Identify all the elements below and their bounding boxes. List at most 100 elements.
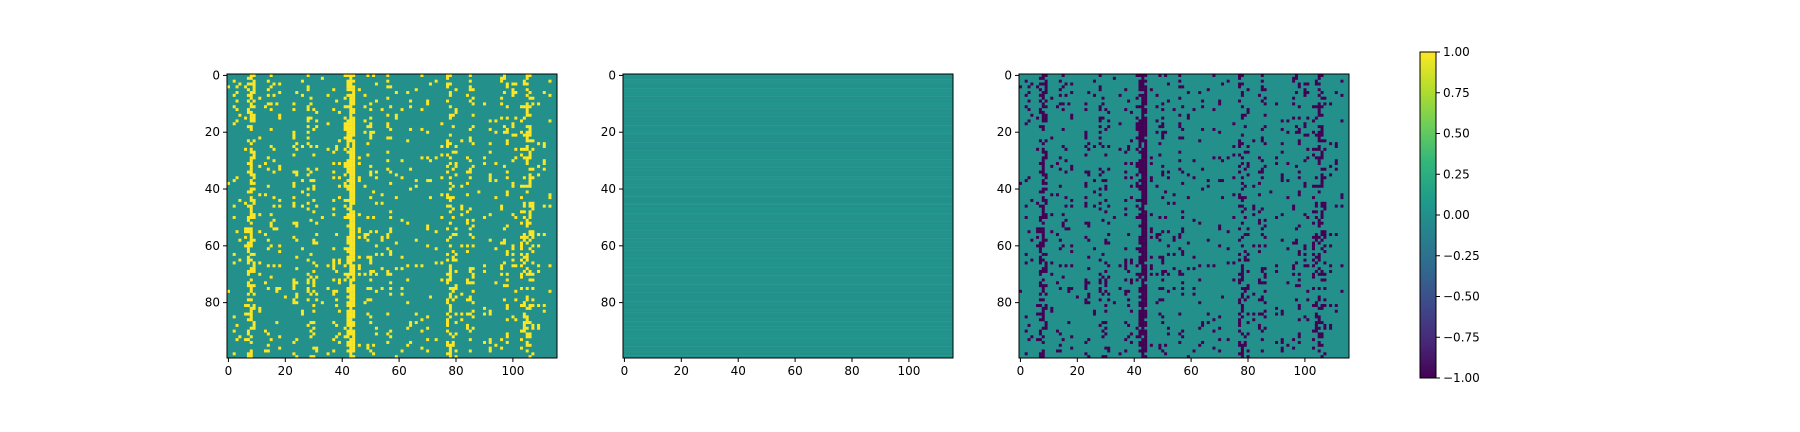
heatmap-cell — [349, 76, 353, 80]
heatmap-cell — [446, 301, 450, 305]
heatmap-cell — [1058, 88, 1062, 92]
heatmap-cell — [1303, 82, 1307, 86]
heatmap-cell — [471, 218, 475, 222]
heatmap-cell — [312, 127, 316, 131]
heatmap-cell — [1127, 289, 1131, 293]
heatmap-cell — [1135, 116, 1139, 120]
heatmap-cell — [349, 326, 353, 330]
heatmap-cell — [349, 352, 353, 356]
heatmap-cell — [326, 147, 330, 151]
heatmap-cell — [1323, 96, 1327, 100]
heatmap-cell — [309, 252, 313, 256]
heatmap-cell — [1127, 304, 1131, 308]
heatmap-cell — [1317, 190, 1321, 194]
heatmap-cell — [249, 278, 253, 282]
heatmap-cell — [1144, 238, 1148, 242]
heatmap-cell — [309, 170, 313, 174]
heatmap-cell — [1141, 173, 1145, 177]
heatmap-cell — [1044, 79, 1048, 83]
heatmap-cell — [1238, 298, 1242, 302]
heatmap-cell — [349, 252, 353, 256]
heatmap-cell — [1172, 108, 1176, 112]
heatmap-cell — [1178, 235, 1182, 239]
heatmap-cell — [1144, 198, 1148, 202]
heatmap-cell — [1314, 116, 1318, 120]
heatmap-cell — [1144, 91, 1148, 95]
heatmap-cell — [1240, 196, 1244, 200]
heatmap-cell — [446, 343, 450, 347]
heatmap-cell — [1118, 264, 1122, 268]
y-tick-label: 20 — [601, 125, 616, 139]
heatmap-cell — [1107, 125, 1111, 129]
heatmap-row — [623, 181, 953, 185]
heatmap-cell — [1144, 264, 1148, 268]
heatmap-cell — [1320, 355, 1324, 359]
heatmap-cell — [1044, 88, 1048, 92]
heatmap-cell — [520, 346, 524, 350]
heatmap-cell — [471, 326, 475, 330]
heatmap-cell — [1192, 176, 1196, 180]
heatmap-cell — [349, 355, 353, 359]
heatmap-cell — [1041, 110, 1045, 114]
heatmap-cell — [502, 241, 506, 245]
heatmap-cell — [454, 227, 458, 231]
heatmap-cell — [1238, 82, 1242, 86]
heatmap-cell — [1041, 159, 1045, 163]
heatmap-cell — [249, 96, 253, 100]
heatmap-cell — [249, 227, 253, 231]
heatmap-cell — [1041, 198, 1045, 202]
heatmap-cell — [1172, 238, 1176, 242]
heatmap-cell — [1041, 221, 1045, 225]
heatmap-cell — [315, 145, 319, 148]
heatmap-cell — [386, 167, 390, 171]
heatmap-cell — [1141, 79, 1145, 83]
heatmap-cell — [1317, 224, 1321, 228]
heatmap-cell — [454, 252, 458, 256]
heatmap-row — [623, 113, 953, 117]
heatmap-row — [623, 110, 953, 114]
heatmap-cell — [266, 349, 270, 353]
heatmap-cell — [525, 156, 529, 160]
heatmap-cell — [235, 91, 239, 95]
heatmap-cell — [1129, 196, 1133, 200]
heatmap-cell — [1263, 244, 1267, 248]
heatmap-cell — [249, 210, 253, 214]
heatmap-cell — [349, 133, 353, 137]
heatmap-cell — [1058, 332, 1062, 336]
heatmap-cell — [352, 269, 356, 273]
heatmap-cell — [235, 99, 239, 103]
heatmap-cell — [494, 119, 498, 123]
heatmap-cell — [1104, 261, 1108, 265]
heatmap-cell — [1314, 326, 1318, 330]
heatmap-cell — [465, 281, 469, 285]
heatmap-cell — [1158, 125, 1162, 129]
heatmap-cell — [454, 150, 458, 154]
heatmap-cell — [477, 190, 481, 194]
heatmap-cell — [306, 167, 310, 171]
heatmap-cell — [349, 105, 353, 109]
heatmap-cell — [1243, 150, 1247, 154]
heatmap-cell — [1144, 190, 1148, 194]
heatmap-cell — [1038, 170, 1042, 174]
heatmap-cell — [1141, 312, 1145, 316]
heatmap-cell — [272, 227, 276, 231]
heatmap-cell — [446, 238, 450, 242]
heatmap-cell — [428, 295, 432, 299]
heatmap-cell — [1232, 216, 1236, 219]
heatmap-cell — [1243, 196, 1247, 200]
heatmap-cell — [1084, 221, 1088, 225]
heatmap-cell — [448, 156, 452, 160]
heatmap-cell — [1161, 287, 1165, 290]
heatmap-cell — [1044, 173, 1048, 177]
heatmap-cell — [531, 230, 535, 234]
heatmap-cell — [1329, 102, 1333, 106]
heatmap-cell — [1260, 88, 1264, 92]
heatmap-cell — [1149, 213, 1153, 217]
heatmap-cell — [488, 176, 492, 180]
heatmap-cell — [1019, 181, 1022, 185]
heatmap-cell — [1127, 323, 1131, 327]
heatmap-cell — [451, 258, 455, 262]
heatmap-cell — [1050, 164, 1054, 168]
heatmap-cell — [380, 238, 384, 242]
